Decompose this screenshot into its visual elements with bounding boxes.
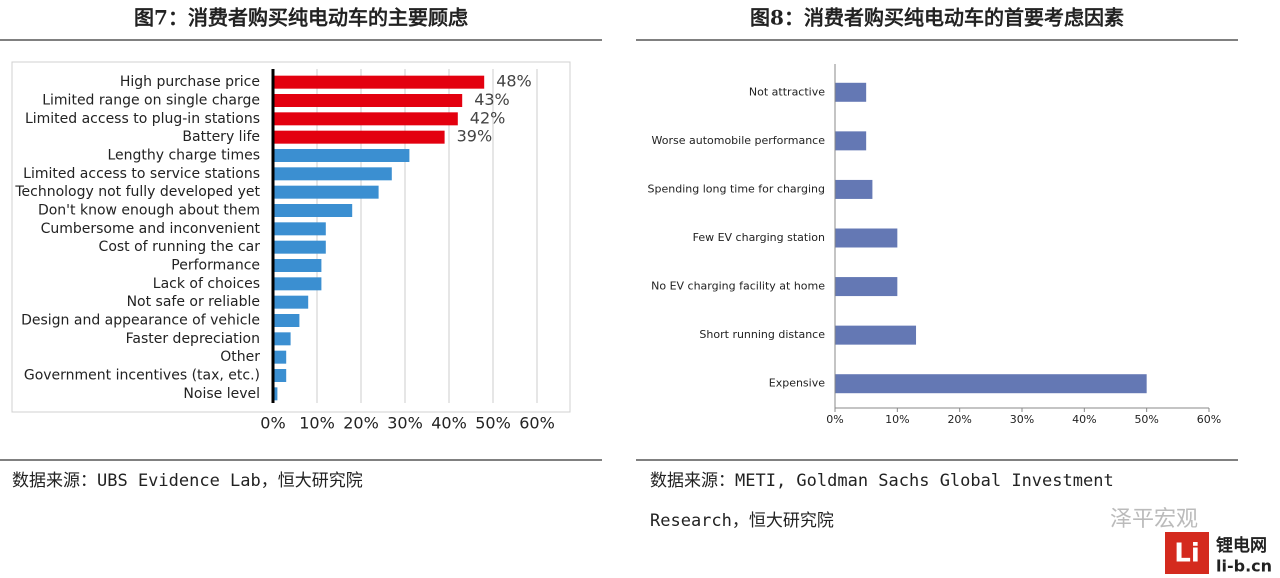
y-tick-label: Not safe or reliable (127, 294, 260, 310)
y-tick-label: Government incentives (tax, etc.) (24, 368, 260, 384)
bar (273, 222, 326, 236)
bar (273, 204, 353, 217)
y-tick-label: Performance (171, 258, 260, 274)
y-tick-label: Noise level (183, 386, 260, 402)
x-tick-label: 60% (1197, 413, 1221, 426)
x-tick-label: 10% (299, 414, 335, 433)
bar (835, 228, 898, 248)
y-tick-label: Few EV charging station (693, 231, 825, 244)
logo: Li (1174, 539, 1199, 569)
value-label: 43% (474, 90, 510, 109)
bar (273, 259, 322, 272)
plot-frame (11, 61, 571, 413)
chart-title: 图7：消费者购买纯电动车的主要顾虑 (134, 6, 468, 30)
bar (835, 325, 917, 345)
x-tick-label: 30% (1010, 413, 1034, 426)
y-tick-label: High purchase price (120, 74, 260, 90)
value-label: 39% (457, 127, 493, 146)
y-tick-label: Not attractive (749, 85, 825, 98)
value-label: 48% (496, 72, 532, 91)
x-tick-label: 10% (885, 413, 909, 426)
bar (273, 94, 463, 107)
x-tick-label: 0% (260, 414, 285, 433)
bar (835, 131, 867, 151)
y-tick-label: Don't know enough about them (38, 203, 260, 219)
bar (273, 240, 326, 254)
site-name: 锂电网 (1216, 535, 1267, 556)
value-label: 42% (470, 108, 506, 127)
x-tick-label: 40% (1072, 413, 1096, 426)
bar (835, 277, 898, 297)
y-tick-label: Expensive (769, 377, 825, 390)
x-tick-label: 30% (387, 414, 423, 433)
bar (273, 149, 410, 162)
x-tick-label: 20% (343, 414, 379, 433)
bar (273, 277, 322, 291)
y-tick-label: No EV charging facility at home (651, 280, 825, 293)
y-tick-label: Limited range on single charge (42, 93, 260, 109)
bar (273, 75, 485, 89)
y-tick-label: Lengthy charge times (107, 148, 260, 164)
bar (273, 350, 287, 364)
bar (835, 82, 867, 102)
bar (273, 185, 379, 199)
watermark: 泽平宏观 (1110, 507, 1198, 532)
y-tick-label: Worse automobile performance (652, 134, 826, 147)
bar (835, 179, 873, 199)
y-tick-label: Spending long time for charging (648, 182, 825, 195)
y-tick-label: Faster depreciation (126, 331, 260, 347)
y-tick-label: Battery life (182, 129, 260, 145)
x-tick-label: 50% (1134, 413, 1158, 426)
bar (273, 387, 278, 401)
bar (273, 112, 458, 126)
bar (273, 130, 445, 144)
bar (273, 369, 287, 382)
bar (835, 374, 1147, 394)
y-tick-label: Limited access to plug-in stations (25, 111, 260, 127)
x-tick-label: 40% (431, 414, 467, 433)
bar (273, 295, 309, 309)
y-tick-label: Limited access to service stations (23, 166, 260, 182)
y-tick-label: Short running distance (699, 328, 825, 341)
y-tick-label: Other (220, 349, 260, 365)
site-url: li-b.cn (1216, 557, 1272, 576)
source: 数据来源：METI, Goldman Sachs Global Investme… (650, 471, 1114, 491)
x-tick-label: 20% (947, 413, 971, 426)
chart-title: 图8：消费者购买纯电动车的首要考虑因素 (750, 6, 1124, 30)
y-tick-label: Lack of choices (153, 276, 260, 292)
y-tick-label: Design and appearance of vehicle (21, 313, 260, 329)
y-tick-label: Technology not fully developed yet (14, 184, 260, 200)
y-tick-label: Cumbersome and inconvenient (41, 221, 261, 237)
bar (273, 167, 392, 181)
bar (273, 332, 291, 346)
y-tick-label: Cost of running the car (99, 239, 261, 255)
bar (273, 314, 300, 327)
source: Research，恒大研究院 (650, 511, 834, 531)
logo-box (1165, 532, 1209, 574)
x-tick-label: 0% (826, 413, 843, 426)
source: 数据来源：UBS Evidence Lab，恒大研究院 (12, 471, 363, 491)
x-tick-label: 50% (475, 414, 511, 433)
x-tick-label: 60% (519, 414, 555, 433)
